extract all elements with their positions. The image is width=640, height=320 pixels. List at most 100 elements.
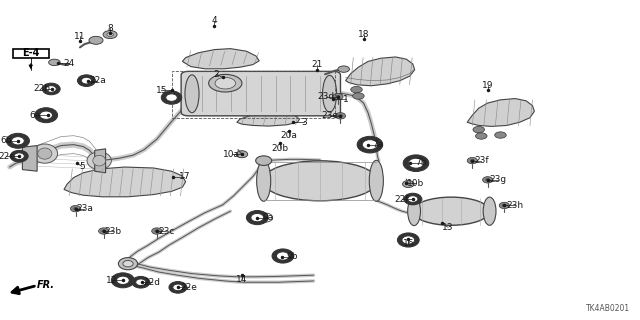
- Text: 13: 13: [442, 223, 454, 232]
- Ellipse shape: [111, 273, 134, 288]
- FancyBboxPatch shape: [181, 71, 340, 116]
- Ellipse shape: [123, 260, 133, 267]
- Ellipse shape: [12, 137, 24, 145]
- Ellipse shape: [408, 158, 424, 168]
- Ellipse shape: [14, 153, 24, 159]
- Text: 7a: 7a: [372, 140, 383, 149]
- Polygon shape: [95, 149, 106, 173]
- Ellipse shape: [353, 93, 364, 99]
- Ellipse shape: [495, 132, 506, 138]
- Ellipse shape: [483, 177, 493, 183]
- Polygon shape: [237, 113, 300, 126]
- Text: 23e: 23e: [321, 111, 338, 120]
- Text: 22a: 22a: [89, 76, 106, 85]
- Ellipse shape: [323, 76, 337, 112]
- Ellipse shape: [236, 151, 248, 158]
- Ellipse shape: [467, 157, 477, 164]
- Ellipse shape: [169, 282, 187, 293]
- Polygon shape: [22, 146, 37, 171]
- Text: 1: 1: [343, 95, 348, 104]
- Ellipse shape: [99, 228, 109, 234]
- Ellipse shape: [102, 230, 106, 232]
- Text: 22d: 22d: [144, 278, 161, 287]
- Text: 20a: 20a: [281, 131, 298, 140]
- Text: 9a: 9a: [262, 213, 273, 222]
- Ellipse shape: [251, 213, 264, 222]
- Ellipse shape: [116, 276, 129, 284]
- Text: 18: 18: [358, 30, 369, 39]
- Ellipse shape: [408, 197, 420, 226]
- Ellipse shape: [77, 75, 95, 86]
- Text: 6a: 6a: [29, 111, 41, 120]
- Ellipse shape: [276, 252, 289, 260]
- Ellipse shape: [333, 93, 343, 100]
- Polygon shape: [182, 49, 259, 69]
- Text: FR.: FR.: [37, 280, 55, 291]
- Ellipse shape: [215, 77, 236, 89]
- Ellipse shape: [257, 160, 271, 201]
- Ellipse shape: [338, 66, 349, 72]
- Text: 23c: 23c: [158, 227, 175, 236]
- Text: 16: 16: [403, 239, 414, 248]
- Ellipse shape: [166, 94, 177, 101]
- Ellipse shape: [32, 144, 58, 163]
- Text: 23g: 23g: [490, 175, 506, 184]
- Ellipse shape: [499, 202, 509, 209]
- Text: 23h: 23h: [507, 201, 524, 210]
- Text: 2: 2: [214, 70, 219, 79]
- FancyBboxPatch shape: [13, 49, 49, 58]
- Ellipse shape: [173, 284, 183, 291]
- Text: 23b: 23b: [104, 227, 121, 236]
- Text: 22b: 22b: [33, 84, 50, 93]
- Ellipse shape: [107, 33, 113, 36]
- Text: 11: 11: [74, 32, 86, 41]
- Text: 15: 15: [156, 86, 167, 95]
- Text: 17: 17: [179, 172, 190, 181]
- Text: E-4: E-4: [22, 48, 40, 59]
- Ellipse shape: [369, 160, 383, 201]
- Ellipse shape: [185, 75, 199, 113]
- Text: TK4AB0201: TK4AB0201: [586, 304, 630, 313]
- Ellipse shape: [339, 115, 342, 117]
- Ellipse shape: [74, 207, 77, 210]
- Ellipse shape: [46, 86, 56, 92]
- Ellipse shape: [262, 161, 378, 201]
- Text: 20b: 20b: [272, 144, 289, 153]
- Polygon shape: [467, 99, 534, 126]
- Text: 24: 24: [63, 59, 75, 68]
- Text: 4: 4: [212, 16, 217, 25]
- Text: 22c: 22c: [0, 152, 15, 161]
- Text: 23a: 23a: [76, 204, 93, 213]
- Ellipse shape: [502, 204, 506, 207]
- Ellipse shape: [132, 276, 150, 288]
- Text: 10a: 10a: [223, 150, 240, 159]
- Text: 3: 3: [301, 118, 307, 127]
- Ellipse shape: [10, 150, 28, 162]
- Ellipse shape: [470, 159, 474, 162]
- Ellipse shape: [483, 197, 496, 225]
- Ellipse shape: [403, 180, 414, 188]
- Ellipse shape: [476, 133, 487, 139]
- Text: 6b: 6b: [1, 136, 12, 145]
- Ellipse shape: [357, 136, 383, 153]
- Text: 21: 21: [311, 60, 323, 69]
- Ellipse shape: [89, 36, 103, 44]
- Ellipse shape: [473, 126, 484, 133]
- Ellipse shape: [413, 197, 490, 225]
- Ellipse shape: [87, 152, 111, 170]
- Ellipse shape: [155, 230, 159, 232]
- Text: 22f: 22f: [395, 195, 409, 204]
- Ellipse shape: [209, 74, 242, 92]
- Ellipse shape: [42, 83, 60, 95]
- Text: 19: 19: [482, 81, 493, 90]
- Text: 23d: 23d: [318, 92, 335, 101]
- Text: 8: 8: [108, 24, 113, 33]
- Ellipse shape: [397, 233, 419, 247]
- Text: 12: 12: [106, 276, 118, 285]
- Polygon shape: [64, 167, 186, 197]
- Text: 7b: 7b: [415, 158, 427, 167]
- Ellipse shape: [404, 193, 422, 205]
- Ellipse shape: [335, 113, 346, 119]
- Ellipse shape: [272, 249, 294, 263]
- Ellipse shape: [351, 86, 362, 93]
